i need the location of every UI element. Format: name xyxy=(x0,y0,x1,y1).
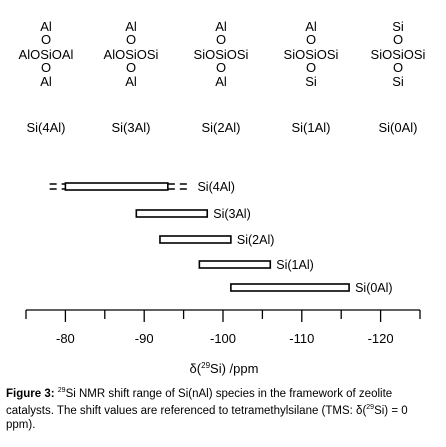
range-bar xyxy=(135,209,209,218)
structure-label: Si(4Al) xyxy=(26,120,65,135)
range-label: Si(1Al) xyxy=(276,258,314,272)
structure-top-atom: Al xyxy=(305,19,317,34)
structure-top-oxygen: O xyxy=(41,32,51,47)
structure-chain: SiOSiOSi xyxy=(284,47,339,62)
structure-bottom-oxygen: O xyxy=(393,60,403,75)
caption-sup: 29 xyxy=(57,387,66,394)
structure-top-atom: Al xyxy=(40,19,52,34)
range-bars: Si(4Al) Si(3Al) Si(2Al)Si(1Al) Si(0Al) xyxy=(49,180,393,295)
caption-figure-label: Figure 3: xyxy=(6,387,55,400)
caption-text-end: Si) = 0 ppm). xyxy=(6,404,408,431)
structure-label: Si(0Al) xyxy=(378,120,417,135)
structure-top-oxygen: O xyxy=(126,32,136,47)
structure-bottom-atom: Al xyxy=(125,74,137,89)
structure-bottom-oxygen: O xyxy=(126,60,136,75)
range-bar xyxy=(64,182,169,191)
structure-chain: SiOSiOSi xyxy=(194,47,249,62)
range-bar xyxy=(159,235,232,244)
range-label: Si(2Al) xyxy=(237,233,275,247)
axis-title-prefix: δ( xyxy=(190,361,202,376)
structure-bottom-atom: Si xyxy=(392,74,404,89)
structure-bottom-atom: Si xyxy=(305,74,317,89)
axis-tick-label: -110 xyxy=(289,331,314,346)
structure-top-oxygen: O xyxy=(306,32,316,47)
structure-bottom-oxygen: O xyxy=(41,60,51,75)
structure-bottom-atom: Al xyxy=(40,74,52,89)
caption-sup-2: 29 xyxy=(366,403,375,411)
axis-tick-label: -100 xyxy=(210,331,236,346)
axis-title: δ(29Si) /ppm xyxy=(190,361,259,376)
structure-bottom-atom: Al xyxy=(215,74,227,89)
structure-top-oxygen: O xyxy=(393,32,403,47)
axis-tick-label: -90 xyxy=(135,331,154,346)
axis-title-suffix: Si) /ppm xyxy=(210,361,258,376)
figure-caption: Figure 3: 29Si NMR shift range of Si(nAl… xyxy=(6,384,440,432)
structure-label: Si(3Al) xyxy=(111,120,150,135)
structure-bottom-oxygen: O xyxy=(306,60,316,75)
structure-top-atom: Al xyxy=(215,19,227,34)
range-bar xyxy=(230,283,350,292)
axis-title-sup: 29 xyxy=(201,361,210,370)
structure-bottom-oxygen: O xyxy=(216,60,226,75)
structure-top-atom: Si xyxy=(392,19,404,34)
structure-label: Si(2Al) xyxy=(201,120,240,135)
axis-tick-label: -120 xyxy=(368,331,394,346)
range-label: Si(0Al) xyxy=(355,281,393,295)
range-bar xyxy=(198,260,272,269)
nmr-shift-diagram: AlOAlOSiOAlOAlSi(4Al)AlOAlOSiOSiOAlSi(3A… xyxy=(19,19,426,376)
structure-chain: AlOSiOAl xyxy=(19,47,74,62)
range-label: Si(3Al) xyxy=(213,207,251,221)
range-label: Si(4Al) xyxy=(197,180,235,194)
structure-top-atom: Al xyxy=(125,19,137,34)
shift-axis: -80 -90 -100 -110 -120 δ(29Si) /ppm xyxy=(25,309,421,376)
structure-group: AlOAlOSiOAlOAlSi(4Al)AlOAlOSiOSiOAlSi(3A… xyxy=(19,19,426,135)
axis-tick-label: -80 xyxy=(56,331,75,346)
caption-text: Si NMR shift range of Si(nAl) species in… xyxy=(6,387,393,417)
structure-chain: SiOSiOSi xyxy=(371,47,426,62)
structure-top-oxygen: O xyxy=(216,32,226,47)
structure-chain: AlOSiOSi xyxy=(104,47,159,62)
structure-label: Si(1Al) xyxy=(291,120,330,135)
